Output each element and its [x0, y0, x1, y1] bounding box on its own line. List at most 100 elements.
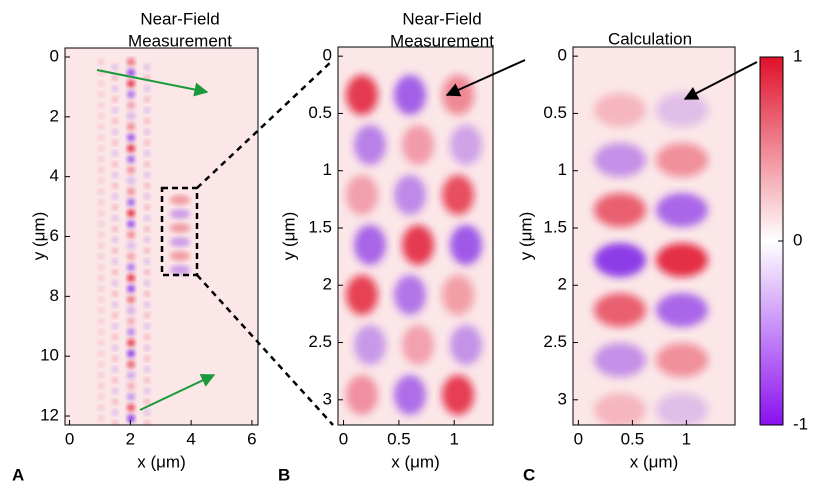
y-tick-label: 1	[558, 160, 567, 179]
y-tick-label: 8	[50, 286, 59, 305]
field-blob	[112, 344, 118, 351]
field-blob	[354, 125, 386, 165]
y-tick-label: 3	[323, 389, 332, 408]
field-blob	[144, 107, 150, 114]
field-blob	[170, 195, 190, 205]
field-blob	[127, 133, 135, 142]
field-blob	[127, 382, 135, 390]
field-blob	[127, 349, 135, 358]
arrow	[445, 59, 526, 97]
x-axis-label: x (μm)	[137, 452, 186, 471]
field-blob	[98, 145, 104, 152]
y-tick-label: 2	[558, 275, 567, 294]
field-blob	[594, 243, 646, 277]
field-blob	[127, 230, 135, 239]
field-blob	[394, 175, 426, 215]
field-blob	[127, 252, 135, 261]
field-blob	[144, 301, 150, 308]
field-blob	[127, 220, 135, 228]
field-blob	[144, 226, 150, 232]
y-axis-label: y (μm)	[279, 212, 298, 261]
field-blob	[450, 325, 482, 365]
y-tick-label: 2.5	[543, 332, 567, 351]
x-tick-label: 1	[450, 429, 459, 448]
field-blob	[144, 280, 150, 286]
field-blob	[98, 231, 104, 238]
field-blob	[112, 290, 118, 297]
field-blob	[127, 241, 135, 250]
field-blob	[394, 375, 426, 415]
field-blob	[98, 275, 104, 281]
field-blob	[346, 275, 378, 315]
y-tick-label: 1.5	[308, 217, 332, 236]
field-blob	[144, 193, 150, 200]
field-blob	[127, 360, 135, 369]
field-blob	[170, 209, 190, 219]
field-blob	[112, 193, 118, 200]
y-tick-label: 1	[323, 160, 332, 179]
y-tick-label: 1.5	[543, 217, 567, 236]
field-blob	[112, 355, 118, 362]
x-tick-label: 4	[186, 429, 195, 448]
y-tick-label: 2	[50, 106, 59, 125]
colorbar-label: -1	[793, 414, 808, 433]
panel-title: Measurement	[128, 31, 232, 50]
field-blob	[144, 355, 150, 362]
y-tick-label: 0.5	[543, 103, 567, 122]
x-tick-label: 0.5	[621, 429, 645, 448]
field-blob	[144, 139, 150, 146]
field-blob	[656, 243, 708, 277]
field-blob	[127, 68, 135, 77]
field-blob	[144, 420, 150, 425]
field-blob	[112, 323, 118, 330]
field-blob	[98, 177, 104, 184]
field-blob	[98, 285, 104, 292]
field-blob	[98, 134, 104, 141]
y-tick-label: 12	[40, 406, 59, 425]
field-blob	[112, 334, 118, 340]
zoom-box	[160, 186, 199, 277]
field-blob	[656, 143, 708, 177]
field-blob	[127, 90, 135, 99]
field-blob	[144, 398, 150, 405]
field-blob	[98, 80, 104, 87]
y-tick-label: 0	[50, 46, 59, 65]
field-blob	[112, 182, 118, 189]
field-blob	[144, 172, 150, 178]
field-blob	[127, 284, 135, 293]
field-blob	[144, 290, 150, 297]
field-blob	[594, 293, 646, 327]
field-blob	[98, 264, 104, 271]
panel-letter: B	[278, 465, 290, 484]
field-blob	[98, 372, 104, 379]
field-blob	[144, 236, 150, 243]
field-blob	[98, 59, 104, 65]
field-blob	[144, 377, 150, 384]
field-blob	[144, 128, 150, 135]
field-blob	[354, 325, 386, 365]
field-blob	[594, 343, 646, 377]
field-blob	[656, 393, 708, 425]
field-blob	[112, 85, 118, 92]
zoom-line	[196, 274, 334, 426]
y-tick-label: 0	[323, 46, 332, 65]
field-blob	[112, 226, 118, 232]
panel-title: Calculation	[608, 29, 692, 48]
field-blob	[127, 79, 135, 88]
field-blob	[112, 398, 118, 405]
field-blob	[127, 328, 135, 336]
field-blob	[98, 221, 104, 227]
heatmap	[65, 48, 258, 425]
field-blob	[127, 317, 135, 326]
field-blob	[144, 269, 150, 276]
field-blob	[127, 414, 135, 423]
field-blob	[98, 361, 104, 368]
field-blob	[144, 258, 150, 265]
field-blob	[442, 275, 474, 315]
field-blob	[656, 193, 708, 227]
x-axis-label: x (μm)	[391, 452, 440, 471]
field-blob	[112, 258, 118, 265]
field-blob	[402, 125, 434, 165]
field-blob	[144, 388, 150, 394]
field-blob	[98, 350, 104, 357]
